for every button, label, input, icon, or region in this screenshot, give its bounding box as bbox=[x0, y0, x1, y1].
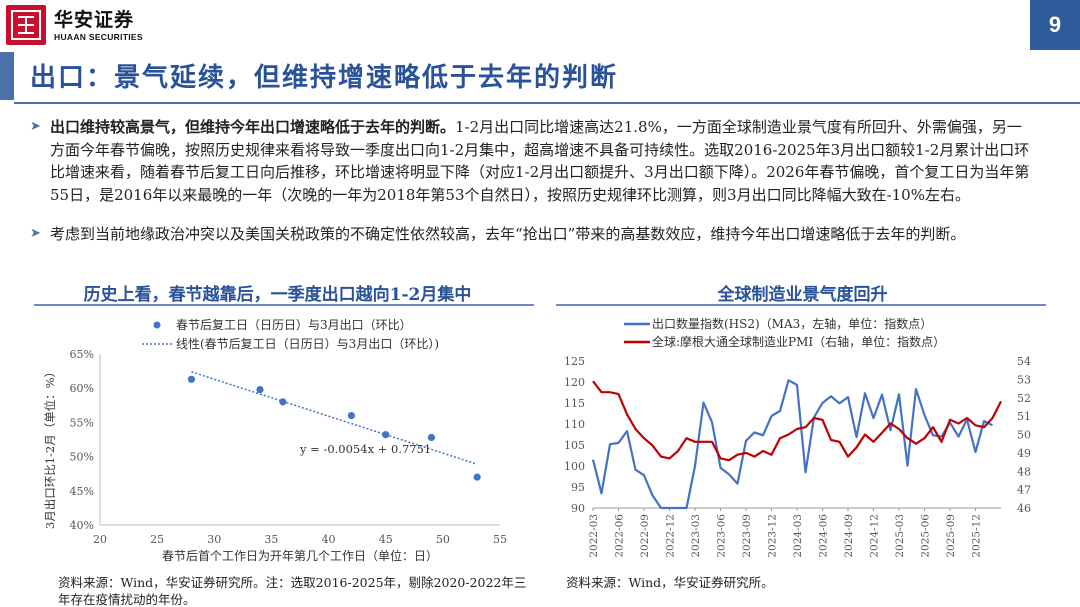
x-tick-label: 2022-06 bbox=[614, 514, 626, 558]
right-chart-title: 全球制造业景气度回升 bbox=[717, 285, 888, 305]
x-tick-label: 2023-12 bbox=[767, 514, 779, 558]
legend-label-global-pmi: 全球:摩根大通全球制造业PMI（右轴，单位：指数点） bbox=[652, 334, 945, 349]
x-tick-label: 2024-03 bbox=[792, 514, 804, 558]
page-title: 出口：景气延续，但维持增速略低于去年的判断 bbox=[30, 63, 619, 93]
left-y-tick-label: 100 bbox=[564, 460, 585, 473]
right-chart-title-rule bbox=[556, 304, 1046, 306]
x-tick-label: 2025-09 bbox=[945, 514, 957, 558]
right-y-tick-label: 49 bbox=[1017, 447, 1031, 460]
scatter-point bbox=[473, 473, 481, 481]
logo-subtitle: HUAAN SECURITIES bbox=[54, 32, 143, 42]
x-tick-label: 2023-03 bbox=[690, 514, 702, 558]
x-tick-label: 30 bbox=[207, 533, 221, 546]
left-y-tick-label: 120 bbox=[564, 376, 585, 389]
y-tick-label: 60% bbox=[70, 382, 94, 395]
right-y-tick-label: 51 bbox=[1017, 410, 1031, 423]
scatter-point bbox=[187, 375, 196, 383]
bullet-point-2: ➤ 考虑到当前地缘政治冲突以及美国关税政策的不确定性依然较高，去年“抢出口”带来… bbox=[30, 223, 1030, 246]
bullet-arrow-icon: ➤ bbox=[30, 119, 41, 134]
logo-name: 华安证券 bbox=[54, 9, 135, 31]
scatter-point bbox=[427, 433, 436, 442]
logo-seal-icon bbox=[6, 5, 46, 45]
x-tick-label: 50 bbox=[436, 533, 450, 546]
series-line-export-index bbox=[591, 379, 993, 510]
left-y-tick-label: 115 bbox=[564, 397, 585, 410]
left-y-tick-label: 105 bbox=[564, 439, 585, 452]
scatter-point bbox=[347, 411, 356, 420]
scatter-point bbox=[279, 398, 287, 406]
bullet-point-1: ➤ 出口维持较高景气，但维持今年出口增速略低于去年的判断。1-2月出口同比增速高… bbox=[30, 116, 1030, 206]
x-tick-label: 2025-03 bbox=[894, 514, 906, 558]
series-line-global-pmi bbox=[592, 380, 1002, 462]
left-y-tick-label: 125 bbox=[564, 355, 585, 368]
y-tick-label: 50% bbox=[70, 451, 94, 464]
legend-label-export-index: 出口数量指数(HS2)（MA3，左轴，单位：指数点） bbox=[652, 316, 932, 331]
title-divider bbox=[14, 102, 1080, 104]
y-tick-label: 40% bbox=[70, 519, 94, 532]
right-y-tick-label: 53 bbox=[1017, 373, 1031, 386]
left-chart-title: 历史上看，春节越靠后，一季度出口越向1-2月集中 bbox=[83, 285, 472, 305]
left-y-tick-label: 90 bbox=[571, 502, 585, 515]
x-tick-label: 35 bbox=[264, 533, 278, 546]
bullet-arrow-icon: ➤ bbox=[30, 226, 41, 241]
left-y-tick-label: 95 bbox=[571, 481, 585, 494]
x-tick-label: 2024-12 bbox=[869, 514, 881, 558]
x-tick-label: 2022-12 bbox=[665, 514, 677, 558]
line-chart: 90 95 100 105 110 115 120 125 46 47 48 49 50 51 52 53 54… bbox=[564, 316, 1031, 558]
y-tick-label: 55% bbox=[70, 416, 94, 429]
x-tick-label: 2022-09 bbox=[639, 514, 651, 558]
source-note-right: 资料来源：Wind，华安证券研究所。 bbox=[566, 575, 774, 590]
source-note-left: 资料来源：Wind，华安证券研究所。注：选取2016-2025年，剔除2020-… bbox=[58, 575, 527, 607]
right-y-tick-label: 54 bbox=[1017, 355, 1031, 368]
legend-marker-scatter bbox=[153, 321, 161, 329]
bullet-2-text: 考虑到当前地缘政治冲突以及美国关税政策的不确定性依然较高，去年“抢出口”带来的高… bbox=[50, 225, 966, 243]
x-tick-label: 2024-06 bbox=[818, 514, 830, 558]
x-tick-label: 45 bbox=[379, 533, 393, 546]
x-tick-label: 40 bbox=[322, 533, 336, 546]
bullet-1-text: 1-2月出口同比增速高达21.8%，一方面全球制造业景气度有所回升、外需偏强，另… bbox=[50, 118, 1030, 204]
x-tick-label: 25 bbox=[150, 533, 164, 546]
legend-label-trendline: 线性(春节后复工日（日历日）与3月出口（环比）) bbox=[176, 337, 439, 351]
legend-label-scatter: 春节后复工日（日历日）与3月出口（环比） bbox=[176, 318, 412, 332]
x-tick-label: 55 bbox=[493, 533, 507, 546]
y-tick-label: 45% bbox=[70, 485, 94, 498]
scatter-chart: 40% 45% 50% 55% 60% 65% 20 25 30 35 40 45 50 55 春节后首个工… bbox=[43, 318, 507, 563]
right-y-tick-label: 50 bbox=[1017, 429, 1031, 442]
x-tick-label: 2025-06 bbox=[920, 514, 932, 558]
page-number: 9 bbox=[1030, 0, 1080, 50]
left-y-tick-label: 110 bbox=[564, 418, 585, 431]
x-tick-label: 2024-09 bbox=[843, 514, 855, 558]
left-chart-title-rule bbox=[34, 304, 534, 306]
right-y-tick-label: 52 bbox=[1017, 392, 1031, 405]
right-y-tick-label: 46 bbox=[1017, 502, 1031, 515]
y-tick-label: 65% bbox=[70, 348, 94, 361]
x-tick-label: 2022-03 bbox=[588, 514, 600, 558]
scatter-point bbox=[256, 385, 264, 394]
scatter-point bbox=[382, 431, 390, 439]
x-tick-label: 2025-12 bbox=[971, 514, 983, 558]
x-axis-label: 春节后首个工作日为开年第几个工作日（单位：日） bbox=[162, 548, 438, 563]
bullet-1-bold: 出口维持较高景气，但维持今年出口增速略低于去年的判断。 bbox=[50, 118, 456, 136]
y-axis-label: 3月出口环比1-2月（单位：%） bbox=[43, 366, 57, 529]
x-tick-label: 2023-09 bbox=[741, 514, 753, 558]
title-accent-bar bbox=[0, 52, 14, 100]
right-y-tick-label: 47 bbox=[1017, 484, 1031, 497]
x-tick-label: 20 bbox=[93, 533, 107, 546]
right-y-tick-label: 48 bbox=[1017, 465, 1031, 478]
x-tick-label: 2023-06 bbox=[716, 514, 728, 558]
trendline-equation: y = -0.0054x + 0.7751 bbox=[299, 442, 431, 456]
